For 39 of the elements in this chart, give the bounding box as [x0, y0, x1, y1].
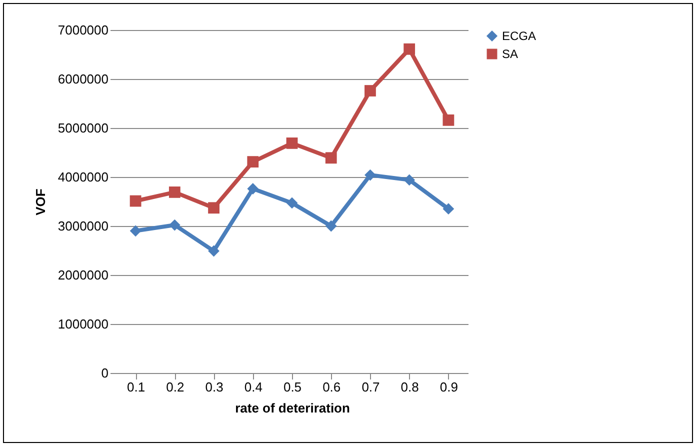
legend-label: SA	[502, 47, 518, 61]
x-tick-label: 0.5	[283, 380, 302, 394]
x-tick-label: 0.4	[244, 380, 262, 394]
point	[208, 202, 220, 214]
y-tick-label: 3000000	[58, 218, 108, 234]
x-tick-label: 0.9	[440, 380, 458, 394]
legend-label: ECGA	[502, 29, 536, 43]
point	[130, 225, 142, 237]
point	[168, 219, 180, 231]
y-tick-label: 7000000	[58, 22, 108, 38]
point	[168, 186, 180, 198]
x-tick-label: 0.3	[205, 380, 224, 394]
x-axis-title: rate of deteriration	[235, 400, 350, 416]
x-tick-label: 0.1	[127, 380, 146, 394]
point	[247, 183, 259, 194]
point	[364, 85, 376, 96]
point	[286, 197, 298, 209]
x-tick-label: 0.7	[362, 380, 380, 394]
x-tick-label: 0.8	[400, 380, 419, 394]
y-tick-label: 4000000	[58, 170, 108, 184]
point	[325, 152, 337, 164]
point	[364, 169, 376, 181]
point	[442, 114, 454, 126]
point	[325, 220, 337, 232]
x-tick-label: 0.2	[166, 380, 184, 394]
y-axis-title: VOF	[32, 188, 48, 216]
point	[286, 137, 298, 149]
point	[442, 203, 454, 215]
point	[130, 195, 142, 207]
y-tick-label: 5000000	[58, 120, 108, 136]
y-tick-label: 6000000	[58, 72, 108, 86]
y-tick-label: 0	[101, 366, 108, 380]
x-tick-label: 0.6	[322, 380, 341, 394]
y-tick-label: 1000000	[58, 316, 108, 332]
point	[208, 245, 220, 257]
point	[404, 174, 416, 186]
point	[247, 156, 259, 168]
point	[404, 43, 416, 55]
y-tick-label: 2000000	[58, 268, 108, 282]
